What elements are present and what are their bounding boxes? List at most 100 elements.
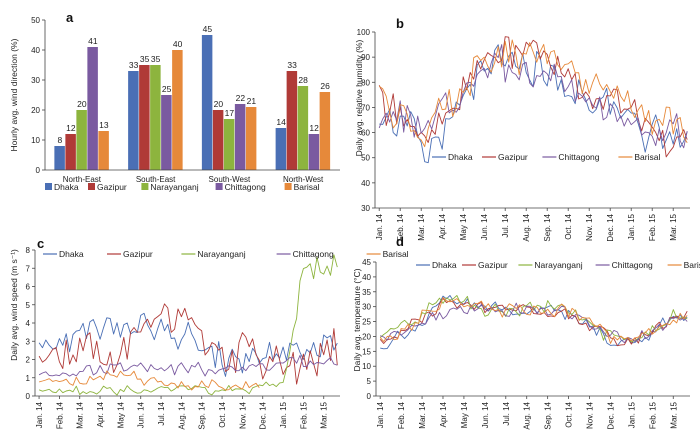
panel-c-xtick-label: Mar. 14: [76, 401, 85, 428]
panel-d-legend-label-dhaka: Dhaka: [432, 260, 457, 270]
panel-c-ytick-label: 0: [26, 392, 31, 401]
bar-north-west-dhaka: [275, 128, 287, 170]
bar-value-label: 20: [77, 99, 87, 109]
panel-a-yticks: 0 10 20 30 40 50: [31, 16, 45, 175]
bar-value-label: 21: [247, 96, 257, 106]
panel-c-xtick-label: Apr. 14: [96, 401, 105, 427]
panel-c-legend-label-chittagong: Chittagong: [293, 249, 334, 259]
panel-b-line-chittagong: [378, 44, 688, 149]
legend-swatch-gazipur: [88, 183, 95, 190]
bar-value-label: 35: [140, 54, 150, 64]
panel-c-legend-label-narayanganj: Narayanganj: [197, 249, 245, 259]
panel-d-ytick-label: 30: [362, 303, 371, 312]
panel-b-xtick-label: Feb. 14: [396, 213, 405, 241]
panel-b-xtick-label: Dec. 14: [606, 213, 615, 241]
panel-b-ytick-label: 70: [361, 103, 370, 112]
bar-north-west-narayanganj: [297, 86, 309, 170]
bar-value-label: 20: [214, 99, 224, 109]
legend-label-gazipur: Gazipur: [97, 182, 127, 192]
bar-south-west-narayanganj: [223, 119, 235, 170]
legend-swatch-narayanganj: [141, 183, 149, 190]
panel-c-xtick-label: Sep. 14: [198, 401, 207, 429]
panel-b-xtick-label: Mar. 14: [417, 213, 426, 240]
panel-c-xtick-label: Jul. 14: [157, 401, 166, 425]
panel-b-ytick-label: 60: [361, 129, 370, 138]
bar-north-east-dhaka: [54, 146, 65, 170]
panel-c-ytick-label: 4: [26, 319, 31, 328]
bar-south-east-gazipur: [139, 65, 150, 170]
panel-d-ytick-label: 0: [367, 392, 372, 401]
panel-b-legend-label-gazipur: Gazipur: [498, 152, 528, 162]
panel-d-xtick-label: Feb. 14: [397, 401, 406, 429]
bar-south-west-chittagong: [234, 104, 246, 170]
panel-label-c: c: [37, 236, 44, 251]
panel-c-xtick-label: Jan. 14: [35, 401, 44, 428]
bar-north-east-barisal: [98, 131, 109, 170]
bar-north-west-barisal: [319, 92, 331, 170]
panel-d: d Daily avg. temperature (°C) 0 5 10 15 20 25…: [352, 234, 700, 430]
panel-d-line-barisal: [379, 297, 688, 344]
bar-value-label: 14: [276, 117, 286, 127]
panel-d-ytick-label: 25: [362, 318, 371, 327]
panel-c-xtick-label: Feb. 15: [299, 401, 308, 429]
panel-c-xtick-label: Aug. 14: [177, 401, 186, 429]
panel-d-ytick-label: 10: [362, 362, 371, 371]
legend-swatch-dhaka: [45, 183, 52, 190]
panel-b-legend-label-dhaka: Dhaka: [448, 152, 473, 162]
panel-d-legend-label-barisal: Barisal: [684, 260, 700, 270]
panel-c-xtick-label: Feb. 14: [55, 401, 64, 429]
panel-d-xtick-label: Apr. 14: [439, 401, 448, 427]
panel-a-category-label: South-West: [209, 175, 251, 184]
bar-north-east-narayanganj: [76, 110, 87, 170]
panel-b-xtick-label: Jan. 14: [375, 213, 384, 240]
panel-b-xtick-label: Aug. 14: [522, 213, 531, 241]
panel-d-line-dhaka: [380, 295, 688, 350]
panel-b-legend-label-chittagong: Chittagong: [558, 152, 599, 162]
bar-north-east-gazipur: [65, 134, 76, 170]
panel-d-ytick-label: 40: [362, 273, 371, 282]
panel-d-ytick-label: 45: [362, 258, 371, 267]
bar-value-label: 41: [88, 36, 98, 46]
bar-value-label: 40: [173, 39, 183, 49]
panel-label-a: a: [66, 10, 74, 25]
bar-value-label: 13: [99, 120, 109, 130]
panel-b-line-barisal: [378, 39, 688, 148]
panel-b-ytick-label: 40: [361, 179, 370, 188]
panel-c-legend-label-dhaka: Dhaka: [59, 249, 84, 259]
panel-b-ytick-label: 30: [361, 204, 370, 213]
bar-value-label: 45: [203, 24, 213, 34]
panel-c-line-chittagong: [38, 354, 338, 377]
panel-c-line-narayanganj: [38, 254, 338, 396]
panel-label-b: b: [396, 16, 404, 31]
bar-value-label: 17: [225, 108, 235, 118]
bar-north-east-chittagong: [87, 47, 98, 170]
panel-d-line-chittagong: [380, 302, 688, 344]
panel-d-ytick-label: 15: [362, 347, 371, 356]
bar-value-label: 8: [58, 135, 63, 145]
panel-b-xtick-label: Nov. 14: [585, 213, 594, 241]
bar-value-label: 33: [287, 60, 297, 70]
panel-b-xtick-label: Oct. 14: [564, 213, 573, 239]
panel-b-ytick-label: 50: [361, 154, 370, 163]
panel-b-xtick-label: Feb. 15: [648, 213, 657, 241]
panel-b-plot: 30 40 50 60 70 80 90 100 Jan. 14 Feb. 14 Mar. 14 Ap…: [357, 28, 690, 242]
legend-swatch-barisal: [284, 183, 292, 190]
panel-d-xtick-label: May 14: [460, 401, 469, 428]
legend-label-narayanganj: Narayanganj: [150, 182, 198, 192]
panel-c-xtick-label: Jun. 14: [137, 401, 146, 428]
panel-b-xtick-label: Sep. 14: [543, 213, 552, 241]
bar-value-label: 26: [320, 81, 330, 91]
panel-a-ytick-label: 10: [31, 136, 40, 145]
panel-d-xtick-label: Dec. 14: [606, 401, 615, 429]
panel-c-xtick-label: Jan. 15: [279, 401, 288, 428]
panel-a-legend: Dhaka Gazipur Narayanganj Chittagong Barisal: [45, 182, 320, 192]
panel-d-plot: 0 5 10 15 20 25 30 35 40 45 Jan. 14 Feb. 14 Mar. 14 A…: [362, 258, 700, 430]
panel-a-category-label: North-East: [63, 175, 102, 184]
bar-south-east-dhaka: [128, 71, 139, 170]
bar-value-label: 28: [298, 75, 308, 85]
panel-d-xtick-label: Jul. 14: [502, 401, 511, 425]
bar-south-east-chittagong: [161, 95, 172, 170]
panel-label-d: d: [396, 234, 404, 249]
panel-c-legend-label-barisal: Barisal: [383, 249, 409, 259]
